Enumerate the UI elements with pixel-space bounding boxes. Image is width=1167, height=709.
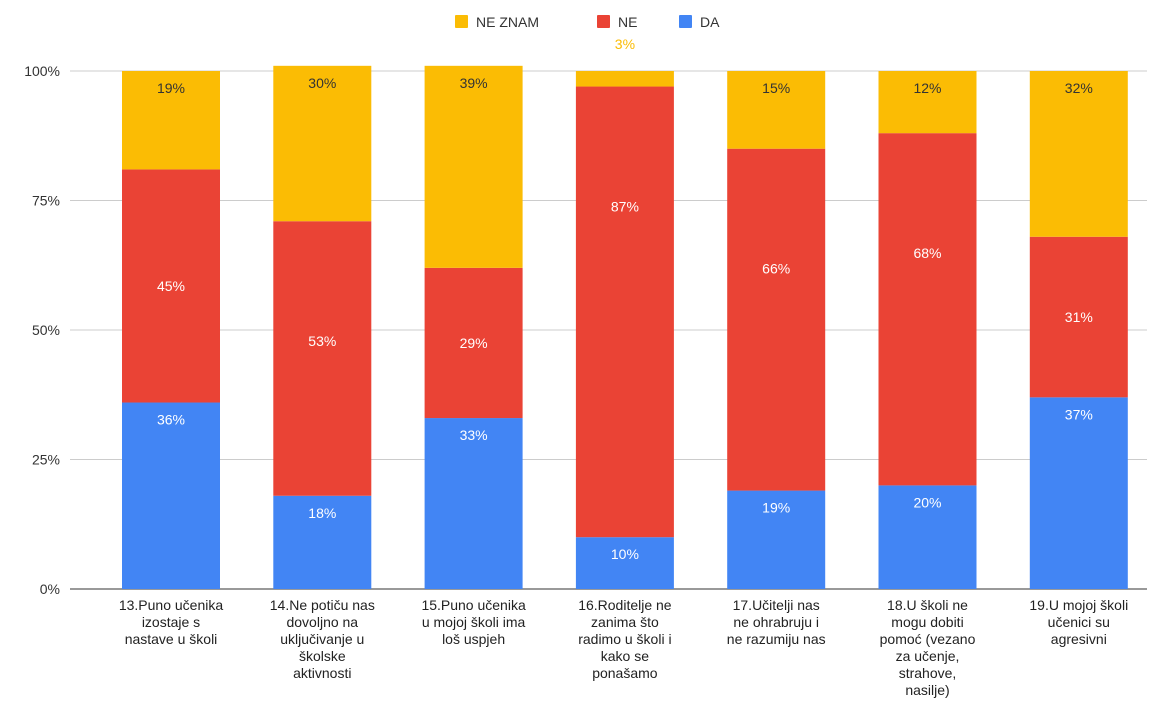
legend-swatch (679, 15, 692, 28)
bar-segment (273, 65, 372, 222)
category-label: 16.Roditelje ne zanima što radimo u školi … (578, 597, 672, 681)
category-label-line: učenici su (1048, 614, 1110, 630)
data-label: 18% (308, 505, 336, 521)
y-tick-label: 100% (24, 63, 60, 79)
category-label-line: 13.Puno učenika (119, 597, 224, 613)
category-label-line: agresivni (1051, 631, 1107, 647)
bar-segment (878, 133, 977, 486)
data-label: 19% (157, 80, 185, 96)
category-label: 19.U mojoj školi učenici su agresivni (1029, 597, 1128, 647)
category-label-line: nasilje) (905, 682, 949, 698)
category-label-line: za učenje, (896, 648, 960, 664)
category-label: 13.Puno učenika izostaje s nastave u školi (119, 597, 224, 647)
category-label: 18.U školi ne mogu dobiti pomoć (vezano za … (880, 597, 976, 698)
category-label: 15.Puno učenika u mojoj školi ima loš uspj… (421, 597, 526, 647)
category-label-line: izostaje s (142, 614, 200, 630)
bar-segment (273, 221, 372, 496)
bar-segment (878, 71, 977, 134)
category-label-line: 18.U školi ne (887, 597, 968, 613)
legend-swatch (455, 15, 468, 28)
data-label: 20% (913, 494, 941, 510)
bar-segment (122, 71, 220, 170)
category-label-line: zanima što (591, 614, 659, 630)
legend-swatch (597, 15, 610, 28)
category-label-line: 16.Roditelje ne (578, 597, 672, 613)
bar-segment (424, 267, 523, 419)
data-label: 37% (1065, 406, 1093, 422)
data-label: 30% (308, 75, 336, 91)
y-tick-label: 0% (40, 581, 60, 597)
category-label: 14.Ne potiču nas dovoljno na uključivanje … (270, 597, 375, 681)
legend-label: NE ZNAM (476, 14, 539, 30)
bar-segment (878, 485, 977, 589)
data-label: 53% (308, 333, 336, 349)
data-label: 19% (762, 500, 790, 516)
data-label: 66% (762, 261, 790, 277)
bar-segment (1029, 397, 1128, 589)
bar-segment (122, 402, 220, 589)
bar-segment (575, 537, 674, 589)
data-label: 12% (913, 80, 941, 96)
category-label-line: 15.Puno učenika (421, 597, 526, 613)
data-label: 45% (157, 278, 185, 294)
data-labels: 36% 45% 19% 18% 53% 30% 33% 29% 39% 10% 87% 3% 19% 66… (157, 36, 1093, 562)
bar-segment (1029, 236, 1128, 398)
category-label-line: 14.Ne potiču nas (270, 597, 375, 613)
bar-segment (424, 418, 523, 589)
legend: NE ZNAM NE DA (455, 14, 720, 30)
category-label-line: pomoć (vezano (880, 631, 976, 647)
data-label: 33% (460, 427, 488, 443)
bar-segment (727, 148, 826, 491)
category-labels: 13.Puno učenika izostaje s nastave u školi… (119, 597, 1128, 698)
category-label-line: 19.U mojoj školi (1029, 597, 1128, 613)
bar-segment (727, 71, 826, 149)
category-label-line: radimo u školi i (578, 631, 671, 647)
data-label: 68% (913, 245, 941, 261)
category-label-line: mogu dobiti (891, 614, 963, 630)
bar-segment (273, 495, 372, 589)
bar-segment (424, 65, 523, 268)
data-label: 87% (611, 199, 639, 215)
category-label: 17.Učitelji nas ne ohrabruju i ne razumiju… (727, 597, 826, 647)
bar-segment (122, 169, 220, 403)
bar-segment (575, 71, 674, 87)
bar-segment (727, 490, 826, 589)
category-label-line: u mojoj školi ima (422, 614, 526, 630)
bar-segment (575, 86, 674, 538)
category-label-line: nastave u školi (125, 631, 218, 647)
data-label: 36% (157, 412, 185, 428)
data-label: 15% (762, 80, 790, 96)
y-axis-ticks: 0% 25% 50% 75% 100% (24, 63, 60, 597)
y-tick-label: 75% (32, 193, 60, 209)
category-label-line: loš uspjeh (442, 631, 505, 647)
data-label: 39% (460, 75, 488, 91)
category-label-line: ne ohrabruju i (733, 614, 819, 630)
category-label-line: ne razumiju nas (727, 631, 826, 647)
bar-segment (1029, 71, 1128, 237)
data-label: 10% (611, 546, 639, 562)
category-label-line: školske (299, 648, 346, 664)
data-label: 3% (615, 36, 635, 52)
category-label-line: 17.Učitelji nas (733, 597, 820, 613)
category-label-line: ponašamo (592, 665, 658, 681)
legend-label: DA (700, 14, 720, 30)
category-label-line: aktivnosti (293, 665, 351, 681)
legend-label: NE (618, 14, 637, 30)
y-tick-label: 25% (32, 452, 60, 468)
category-label-line: kako se (601, 648, 649, 664)
data-label: 29% (460, 335, 488, 351)
y-tick-label: 50% (32, 322, 60, 338)
category-label-line: uključivanje u (280, 631, 364, 647)
data-label: 31% (1065, 309, 1093, 325)
category-label-line: strahove, (899, 665, 957, 681)
category-label-line: dovoljno na (286, 614, 358, 630)
data-label: 32% (1065, 80, 1093, 96)
bars (122, 65, 1128, 589)
